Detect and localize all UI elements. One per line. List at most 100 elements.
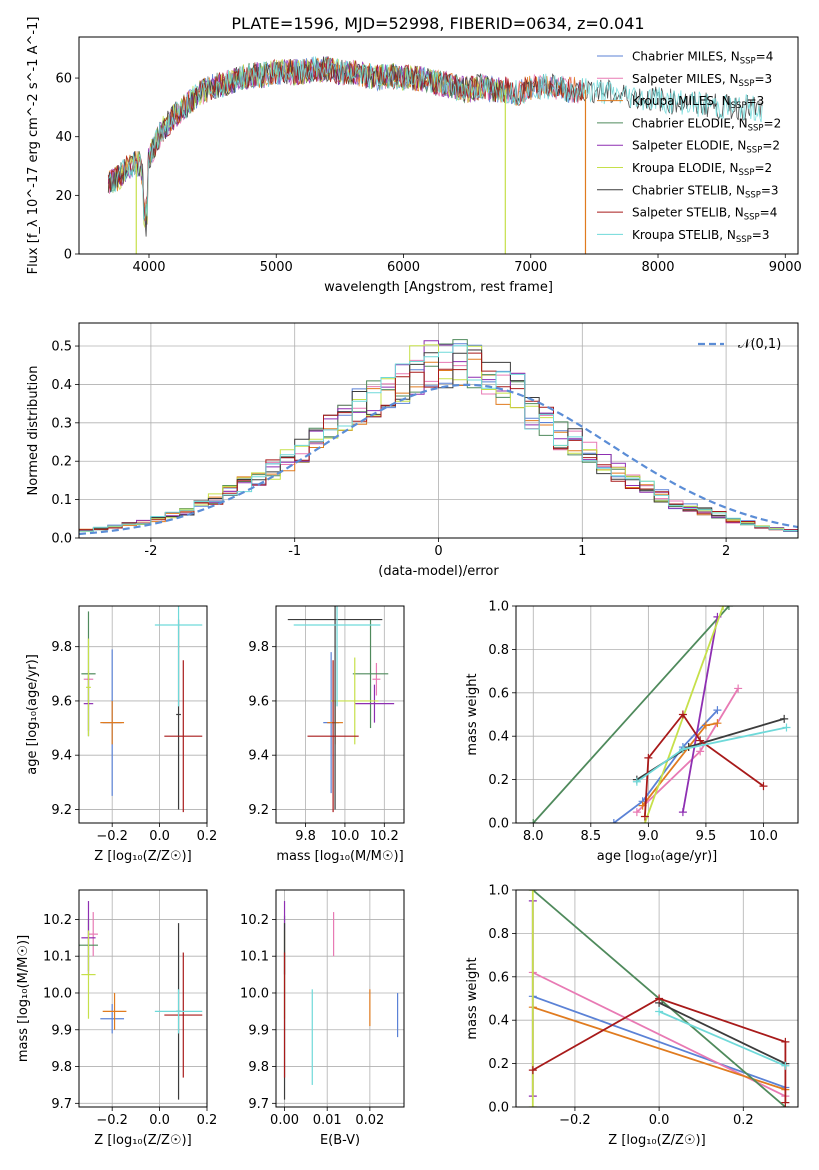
x-tick-label: 8.5 xyxy=(580,829,601,844)
plot-area xyxy=(283,901,399,1100)
x-axis-label: Z [log₁₀(Z/Z☉)] xyxy=(94,849,191,864)
weight-line-salpeter-elodie xyxy=(682,616,719,813)
y-tick-label: 10.1 xyxy=(240,950,269,965)
y-tick-label: 0.1 xyxy=(51,493,72,508)
x-tick-label: 10.0 xyxy=(749,829,778,844)
y-tick-label: 9.8 xyxy=(248,640,269,655)
x-tick-label: 0.2 xyxy=(733,1113,754,1128)
normal-curve xyxy=(79,383,798,536)
x-tick-label: 0.0 xyxy=(149,1113,170,1128)
plot-area xyxy=(528,890,790,1107)
x-tick-label: 0.2 xyxy=(197,829,218,844)
x-tick-label: 10.2 xyxy=(370,829,399,844)
weight-marker-kroupa-elodie xyxy=(528,1103,537,1107)
y-tick-label: 10.0 xyxy=(240,986,269,1001)
weight-marker-salpeter-stelib xyxy=(781,1098,790,1107)
x-tick-label: 2 xyxy=(722,544,730,559)
axes-age-vs-Z: −0.2 0.0 0.2 9.2 9.4 9.6 9.8 Z [log₁₀(Z/Z☉)] age… xyxy=(25,605,218,864)
y-tick-label: 0.0 xyxy=(51,532,72,547)
weight-marker-salpeter-miles xyxy=(696,747,705,756)
y-axis-label: mass [log₁₀(M/M☉)] xyxy=(16,935,31,1062)
x-tick-label: 9000 xyxy=(769,260,802,275)
x-tick-label: 0 xyxy=(434,544,442,559)
weight-marker-kroupa-stelib xyxy=(782,723,791,732)
x-tick-label: 8000 xyxy=(641,260,674,275)
x-axis-label: (data-model)/error xyxy=(378,564,499,579)
x-tick-label: 0.02 xyxy=(355,1113,384,1128)
x-tick-label: 0.2 xyxy=(197,1113,218,1128)
y-tick-label: 9.9 xyxy=(248,1023,269,1038)
axes-frame xyxy=(515,889,799,1108)
y-tick-label: 9.7 xyxy=(51,1097,72,1112)
y-tick-label: 0.0 xyxy=(488,1101,509,1116)
y-tick-label: 9.4 xyxy=(51,749,72,764)
y-tick-label: 9.9 xyxy=(51,1023,72,1038)
y-tick-label: 9.8 xyxy=(51,1060,72,1075)
axes-age-vs-mass: 9.8 10.0 10.2 9.2 9.4 9.6 9.8 mass [log₁₀(M/M☉)… xyxy=(248,605,405,864)
weight-marker-chabrier-elodie xyxy=(529,819,538,823)
plot-area xyxy=(287,606,395,813)
plot-area xyxy=(529,606,791,823)
legend-label: Kroupa ELODIE, NSSP=2 xyxy=(632,161,772,178)
axes-frame xyxy=(78,36,799,255)
y-axis-label: Normed distribution xyxy=(26,366,41,496)
weight-marker-kroupa-miles xyxy=(713,719,722,728)
y-tick-label: 9.8 xyxy=(51,640,72,655)
x-tick-label: −0.2 xyxy=(96,1113,128,1128)
weight-marker-salpeter-stelib xyxy=(678,710,687,719)
y-tick-label: 0.5 xyxy=(51,340,72,355)
y-tick-label: 1.0 xyxy=(488,884,509,899)
x-tick-label: 8.0 xyxy=(523,829,544,844)
weight-marker-salpeter-miles xyxy=(734,684,743,693)
weight-line-chabrier-elodie xyxy=(532,606,730,823)
axes-mass-weight-vs-age: 8.0 8.5 9.0 9.5 10.0 0.0 0.2 0.4 0.6 0.8 1.0 age [l… xyxy=(465,600,799,864)
x-axis-label: wavelength [Angstrom, rest frame] xyxy=(324,280,553,295)
weight-marker-chabrier-miles xyxy=(713,706,722,715)
y-tick-label: 9.6 xyxy=(51,694,72,709)
y-tick-label: 0.6 xyxy=(488,970,509,985)
axes-frame xyxy=(78,605,208,824)
axes-frame xyxy=(275,889,405,1108)
x-tick-label: 0.0 xyxy=(649,1113,670,1128)
legend-label: Kroupa MILES, NSSP=3 xyxy=(632,94,764,111)
x-axis-label: E(B-V) xyxy=(320,1133,360,1148)
axes-frame xyxy=(78,889,208,1108)
figure-title: PLATE=1596, MJD=52998, FIBERID=0634, z=0… xyxy=(231,14,644,33)
y-tick-label: 0.8 xyxy=(488,927,509,942)
weight-marker-kroupa-elodie xyxy=(528,890,537,894)
x-tick-label: 0.00 xyxy=(270,1113,299,1128)
x-tick-label: 6000 xyxy=(387,260,420,275)
x-tick-label: −0.2 xyxy=(96,829,128,844)
x-tick-label: -2 xyxy=(144,544,157,559)
weight-marker-salpeter-miles xyxy=(632,808,641,817)
plot-area xyxy=(107,56,763,254)
weight-marker-salpeter-stelib xyxy=(781,1037,790,1046)
y-tick-label: 0.4 xyxy=(488,1014,509,1029)
x-tick-label: −0.2 xyxy=(559,1113,591,1128)
y-axis-label: mass weight xyxy=(465,673,480,755)
legend-label: Salpeter MILES, NSSP=3 xyxy=(632,72,772,89)
weight-marker-chabrier-stelib xyxy=(780,714,789,723)
y-tick-label: 0 xyxy=(64,248,72,263)
y-tick-label: 0.2 xyxy=(488,1057,509,1072)
y-tick-label: 1.0 xyxy=(488,600,509,615)
y-tick-label: 20 xyxy=(55,189,72,204)
y-tick-label: 0.0 xyxy=(488,817,509,832)
weight-marker-kroupa-stelib xyxy=(781,1061,790,1070)
y-tick-label: 0.6 xyxy=(488,686,509,701)
spectrum-legend: Chabrier MILES, NSSP=4 Salpeter MILES, NS… xyxy=(597,50,781,245)
weight-marker-kroupa-elodie xyxy=(719,606,728,610)
y-axis-label: mass weight xyxy=(465,957,480,1039)
x-tick-label: 9.0 xyxy=(638,829,659,844)
normal-legend-label: 𝒩(0,1) xyxy=(738,337,781,352)
y-tick-label: 10.0 xyxy=(43,986,72,1001)
axes-spectrum: 4000 5000 6000 7000 8000 9000 0 20 40 60 wavelengt… xyxy=(26,17,802,295)
x-tick-label: 1 xyxy=(578,544,586,559)
legend-label: Chabrier ELODIE, NSSP=2 xyxy=(632,116,781,133)
y-tick-label: 9.2 xyxy=(248,803,269,818)
axes-frame xyxy=(275,605,405,824)
x-tick-label: 7000 xyxy=(514,260,547,275)
y-axis-label: age [log₁₀(age/yr)] xyxy=(25,654,40,775)
weight-line-salpeter-stelib xyxy=(532,997,787,1103)
